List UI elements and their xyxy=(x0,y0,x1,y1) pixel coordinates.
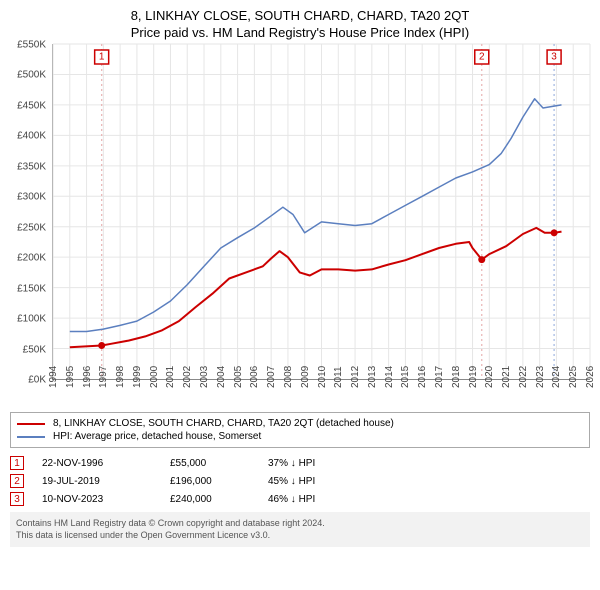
legend-swatch xyxy=(17,436,45,438)
sales-row: 3 10-NOV-2023 £240,000 46% ↓ HPI xyxy=(10,490,590,508)
sale-price: £240,000 xyxy=(170,494,250,505)
sale-price: £196,000 xyxy=(170,476,250,487)
legend-row: HPI: Average price, detached house, Some… xyxy=(17,430,583,443)
chart-container: 8, LINKHAY CLOSE, SOUTH CHARD, CHARD, TA… xyxy=(0,0,600,557)
sale-date: 22-NOV-1996 xyxy=(42,458,152,469)
sale-hpi-delta: 46% ↓ HPI xyxy=(268,494,315,505)
sale-badge: 3 xyxy=(10,492,24,506)
chart-titles: 8, LINKHAY CLOSE, SOUTH CHARD, CHARD, TA… xyxy=(4,8,596,40)
chart-subtitle: Price paid vs. HM Land Registry's House … xyxy=(4,25,596,40)
sales-row: 1 22-NOV-1996 £55,000 37% ↓ HPI xyxy=(10,454,590,472)
footer-attribution: Contains HM Land Registry data © Crown c… xyxy=(10,512,590,547)
sale-hpi-delta: 37% ↓ HPI xyxy=(268,458,315,469)
legend-label: HPI: Average price, detached house, Some… xyxy=(53,431,261,442)
plot-svg: 1 2 3 xyxy=(53,44,590,379)
legend-label: 8, LINKHAY CLOSE, SOUTH CHARD, CHARD, TA… xyxy=(53,418,394,429)
y-tick-label: £450K xyxy=(17,100,46,111)
x-axis: 1994199519961997199819992000200120022003… xyxy=(52,380,590,404)
sales-table: 1 22-NOV-1996 £55,000 37% ↓ HPI 2 19-JUL… xyxy=(10,454,590,508)
sale-badge: 1 xyxy=(10,456,24,470)
y-tick-label: £400K xyxy=(17,131,46,142)
legend-swatch xyxy=(17,423,45,425)
legend-box: 8, LINKHAY CLOSE, SOUTH CHARD, CHARD, TA… xyxy=(10,412,590,448)
y-tick-label: £100K xyxy=(17,314,46,325)
y-tick-label: £150K xyxy=(17,283,46,294)
y-tick-label: £0K xyxy=(28,375,46,386)
y-tick-label: £350K xyxy=(17,161,46,172)
plot-area: £0K £50K £100K £150K £200K £250K £300K £350K £40… xyxy=(4,44,596,404)
sale-badge: 2 xyxy=(10,474,24,488)
sale-date: 19-JUL-2019 xyxy=(42,476,152,487)
x-tick-label: 2026 xyxy=(585,366,600,388)
plot: 1 2 3 xyxy=(52,44,590,380)
footer-line: This data is licensed under the Open Gov… xyxy=(16,530,584,542)
chart-title: 8, LINKHAY CLOSE, SOUTH CHARD, CHARD, TA… xyxy=(4,8,596,23)
svg-text:3: 3 xyxy=(551,52,557,63)
legend-row: 8, LINKHAY CLOSE, SOUTH CHARD, CHARD, TA… xyxy=(17,417,583,430)
y-axis: £0K£50K£100K£150K£200K£250K£300K£350K£40… xyxy=(4,44,48,380)
y-tick-label: £50K xyxy=(23,344,46,355)
svg-text:2: 2 xyxy=(479,52,485,63)
sales-row: 2 19-JUL-2019 £196,000 45% ↓ HPI xyxy=(10,472,590,490)
sale-hpi-delta: 45% ↓ HPI xyxy=(268,476,315,487)
y-tick-label: £250K xyxy=(17,222,46,233)
y-tick-label: £550K xyxy=(17,40,46,51)
y-tick-label: £500K xyxy=(17,70,46,81)
svg-text:1: 1 xyxy=(99,52,105,63)
y-tick-label: £200K xyxy=(17,253,46,264)
footer-line: Contains HM Land Registry data © Crown c… xyxy=(16,518,584,530)
sale-price: £55,000 xyxy=(170,458,250,469)
sale-date: 10-NOV-2023 xyxy=(42,494,152,505)
y-tick-label: £300K xyxy=(17,192,46,203)
